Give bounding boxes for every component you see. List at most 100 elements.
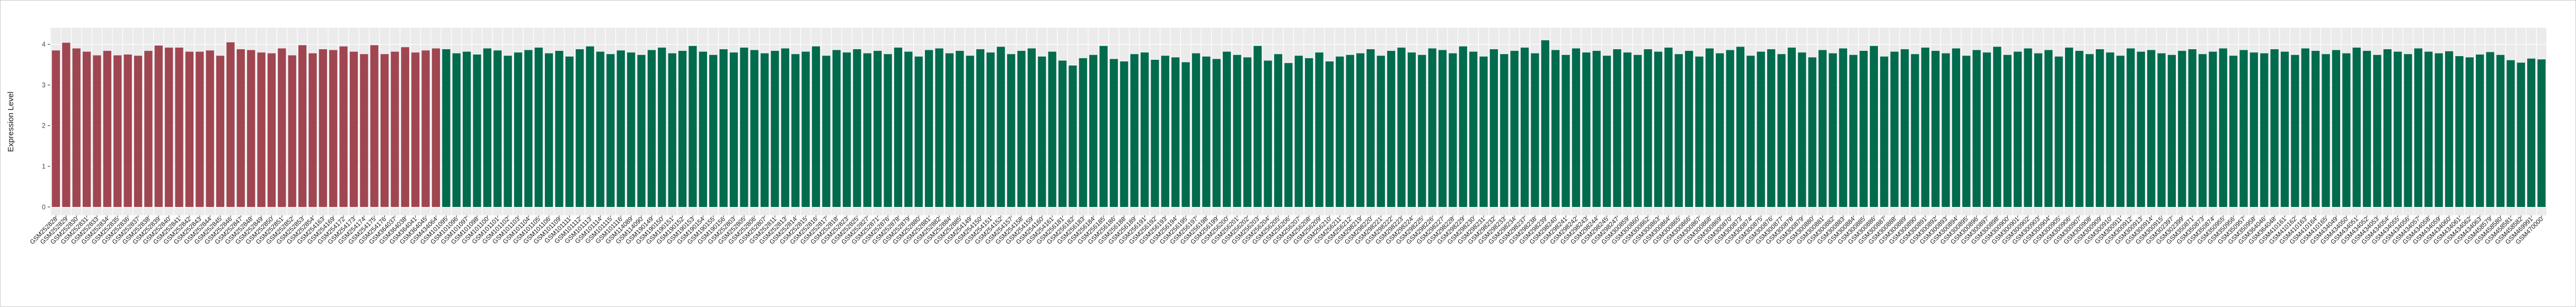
bar: [2229, 56, 2238, 207]
bar: [976, 49, 985, 207]
bar: [1602, 56, 1611, 207]
bar: [473, 55, 481, 207]
bar: [874, 51, 882, 207]
bar: [2270, 49, 2279, 207]
bar: [719, 49, 728, 207]
bar: [1900, 49, 1909, 207]
bar: [308, 53, 317, 207]
bar: [431, 48, 440, 207]
bar: [534, 47, 543, 207]
bar: [1449, 53, 1457, 207]
bar: [2239, 50, 2248, 207]
bar: [2414, 48, 2423, 207]
bar: [144, 51, 153, 207]
bar: [750, 50, 758, 207]
bar: [1254, 46, 1262, 207]
bar: [1972, 50, 1981, 207]
bar: [463, 51, 471, 207]
bar: [288, 55, 296, 207]
bar: [2075, 51, 2084, 207]
bar: [2312, 51, 2320, 207]
bar: [1962, 56, 1971, 207]
bar: [1233, 55, 1241, 207]
bar: [576, 49, 584, 207]
bar: [236, 49, 245, 207]
bar: [1130, 54, 1139, 207]
bar: [103, 51, 111, 207]
y-tick-label: 4: [42, 41, 46, 48]
bar: [1829, 53, 1837, 207]
bar: [2167, 55, 2176, 207]
bar: [1438, 50, 1447, 207]
bar: [154, 46, 163, 207]
bar: [822, 56, 831, 207]
bar: [1294, 56, 1303, 207]
bar: [1500, 54, 1508, 207]
bar: [2455, 56, 2464, 207]
bar: [1007, 54, 1016, 207]
bar: [596, 51, 605, 207]
bar: [493, 50, 502, 207]
bar: [1151, 59, 1159, 207]
bar: [1192, 53, 1201, 207]
bar: [1140, 52, 1149, 207]
bar: [1356, 53, 1365, 207]
bar: [1705, 48, 1714, 207]
bar: [658, 47, 666, 207]
bar: [1510, 51, 1519, 207]
bar: [2096, 49, 2104, 207]
bar: [267, 53, 276, 207]
bar: [524, 50, 533, 207]
bar: [2198, 54, 2207, 207]
bar: [1120, 61, 1128, 207]
bar: [62, 42, 70, 207]
bar: [1531, 53, 1539, 207]
bar: [257, 52, 266, 207]
bar: [298, 45, 307, 207]
bar: [1767, 49, 1776, 207]
bar: [1274, 54, 1283, 207]
bar: [483, 48, 491, 207]
bar: [93, 55, 101, 207]
bar: [1911, 54, 1919, 207]
bar: [1284, 63, 1293, 207]
bar: [401, 47, 409, 207]
bar: [2486, 52, 2494, 207]
bar: [627, 52, 636, 207]
bar: [2024, 48, 2032, 207]
bar: [452, 53, 461, 207]
y-tick-label: 3: [42, 82, 46, 89]
bar: [247, 50, 255, 207]
bar: [1664, 47, 1673, 207]
bar: [2527, 58, 2536, 207]
bar: [925, 50, 933, 207]
bar: [360, 54, 368, 207]
bar: [380, 54, 389, 207]
bar: [1027, 48, 1036, 207]
bar: [2291, 55, 2299, 207]
bar: [1890, 51, 1899, 207]
bar: [1726, 50, 1734, 207]
bar: [278, 48, 286, 207]
bar: [504, 56, 512, 207]
bar: [185, 51, 194, 207]
bar: [1181, 62, 1190, 207]
bar: [329, 50, 338, 207]
bar: [216, 56, 225, 207]
bar: [1634, 55, 1642, 207]
bar: [349, 51, 358, 207]
bar: [339, 46, 348, 207]
bar: [2034, 53, 2043, 207]
bar: [689, 46, 697, 207]
y-tick-label: 0: [42, 203, 46, 211]
bars: [51, 40, 2546, 207]
bar: [2137, 51, 2145, 207]
bar: [2332, 50, 2341, 207]
bar: [175, 47, 183, 207]
bar: [1407, 52, 1416, 207]
bar: [2127, 48, 2135, 207]
bar: [1849, 55, 1858, 207]
bar: [2517, 62, 2525, 207]
bar: [966, 56, 974, 207]
